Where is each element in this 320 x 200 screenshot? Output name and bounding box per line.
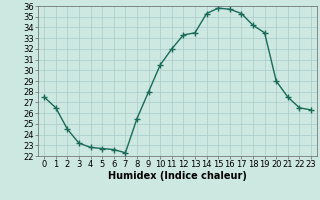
X-axis label: Humidex (Indice chaleur): Humidex (Indice chaleur)	[108, 171, 247, 181]
